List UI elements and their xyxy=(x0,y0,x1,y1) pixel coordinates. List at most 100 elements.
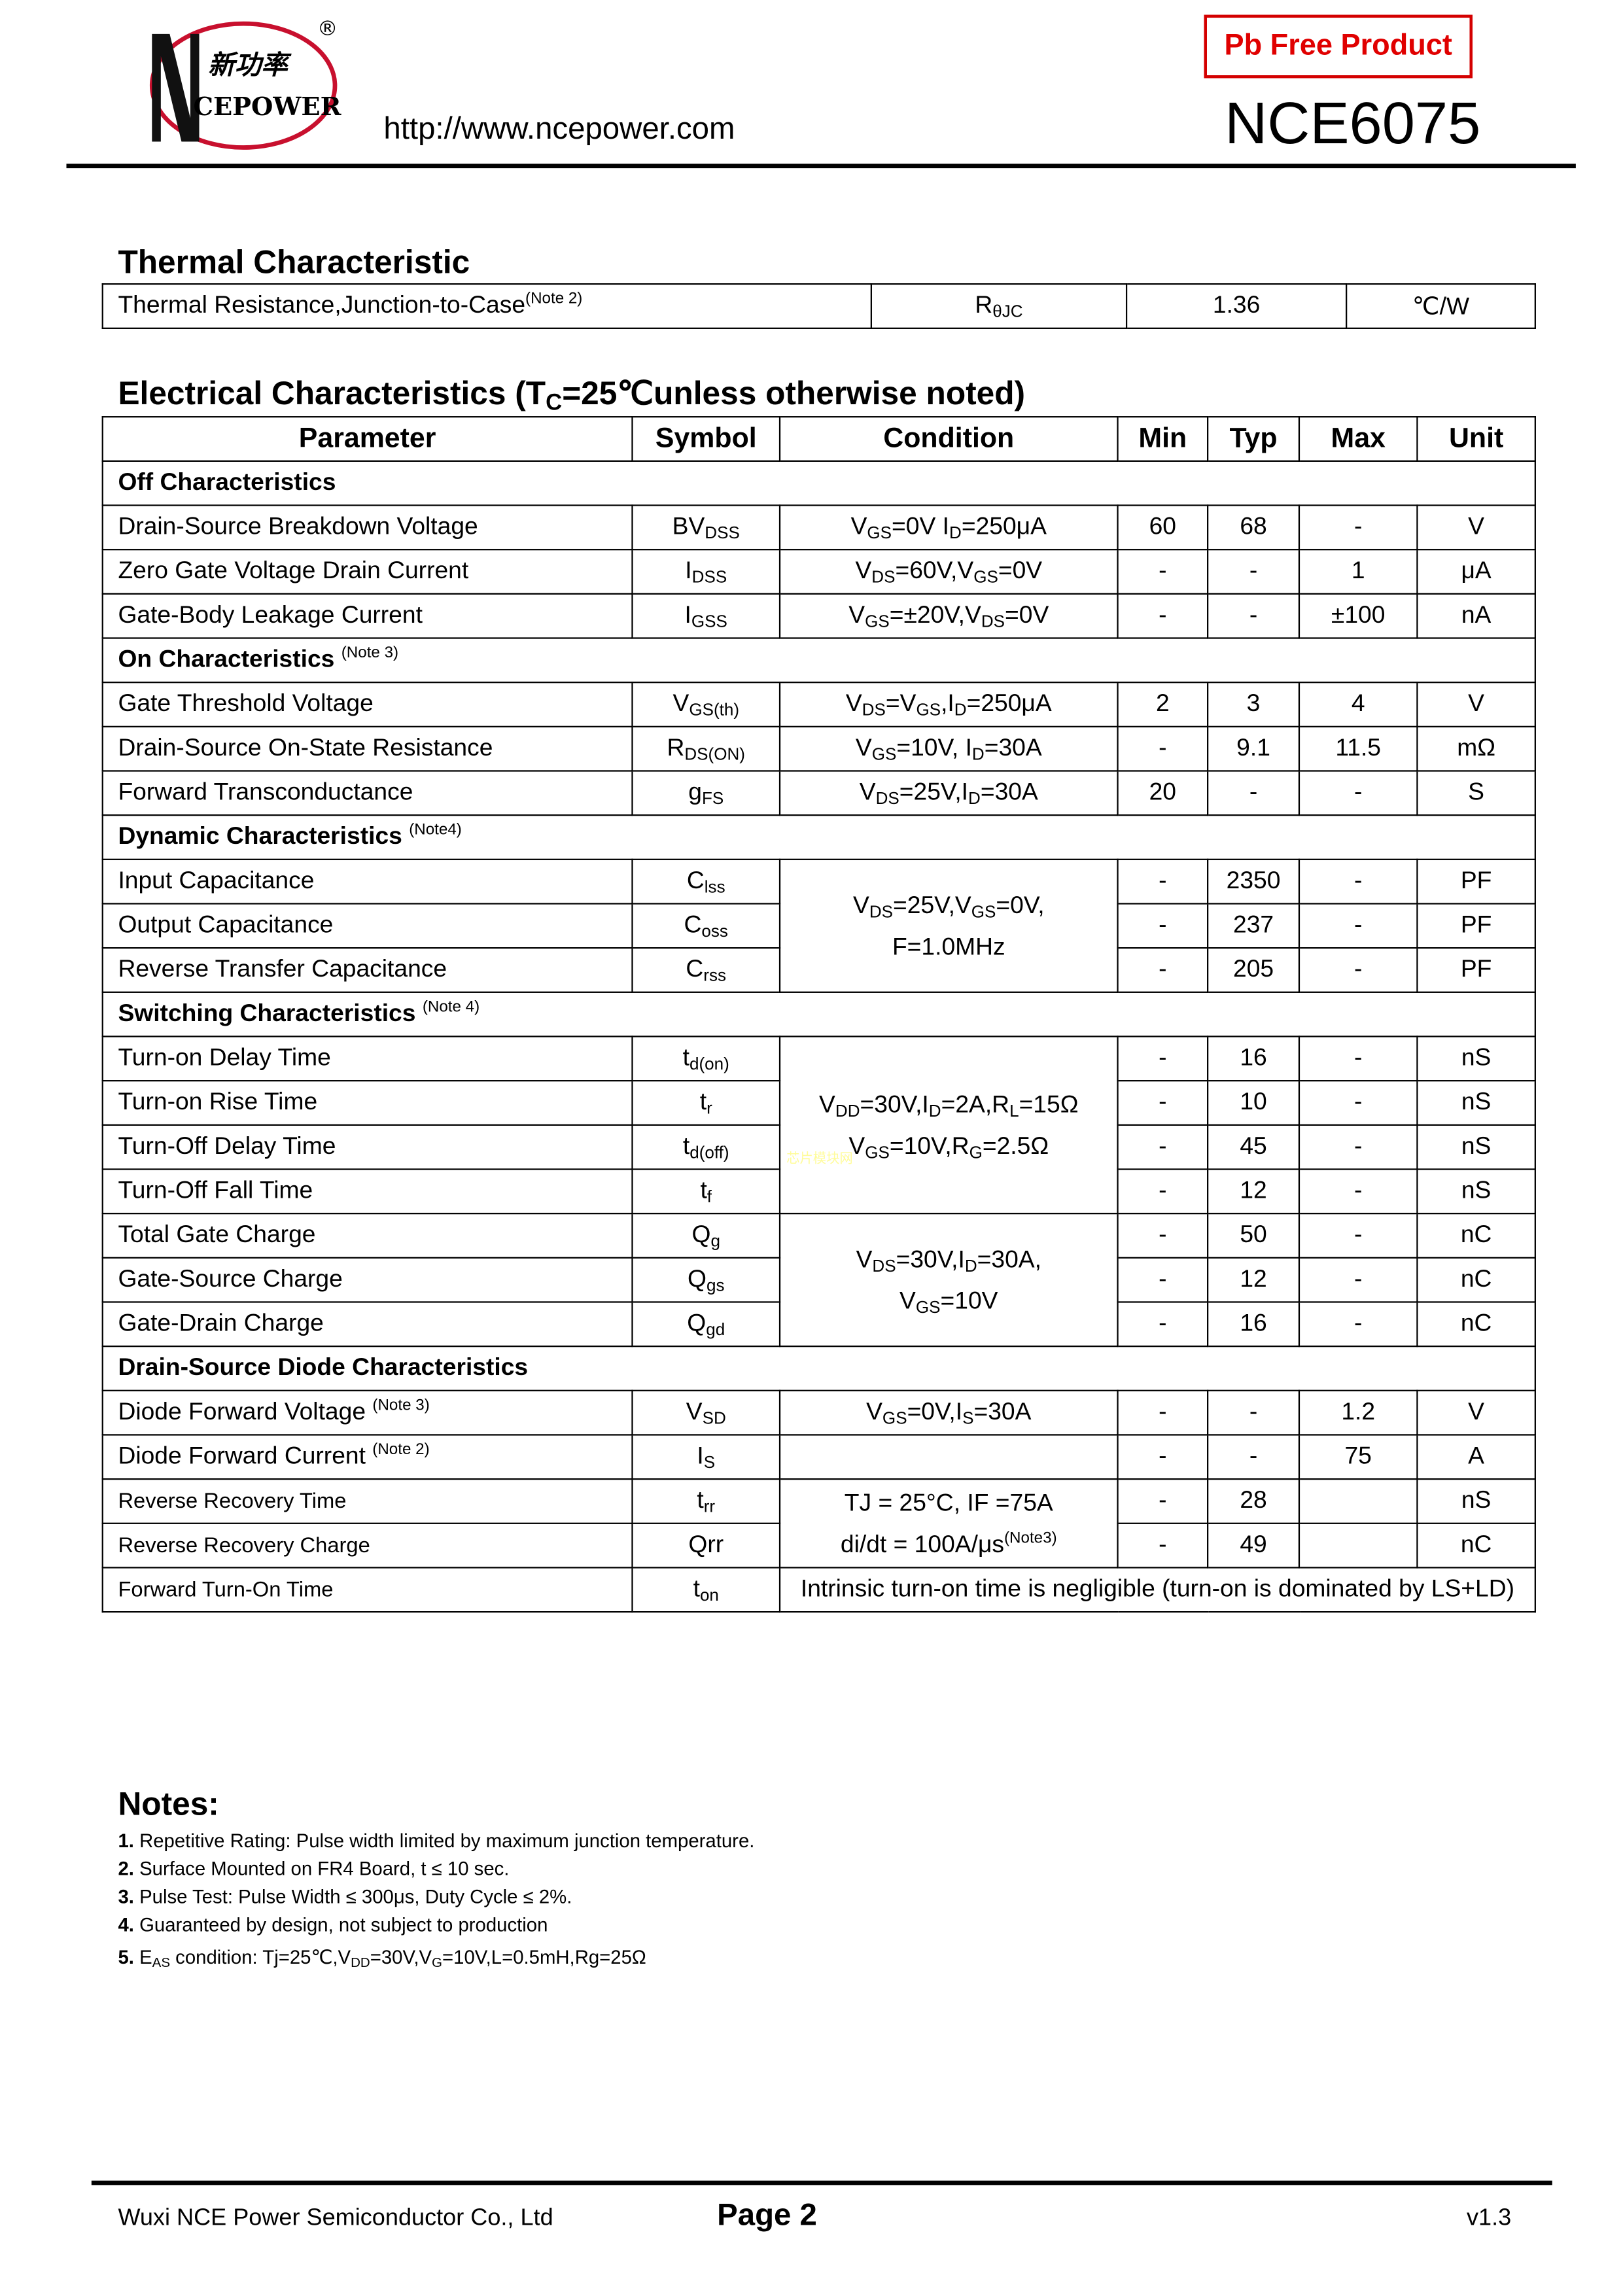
condition-line: VGS=0V,IS=30A xyxy=(780,1399,1117,1427)
typ-cell: - xyxy=(1206,1389,1300,1436)
condition-line: VDS=25V,ID=30A xyxy=(780,778,1117,808)
electrical-title: Electrical Characteristics (TC=25℃unless… xyxy=(118,375,1025,415)
max-cell: - xyxy=(1298,1301,1418,1348)
typ-cell: 205 xyxy=(1206,947,1300,993)
max-cell: 4 xyxy=(1298,682,1418,727)
table-row: Gate-Body Leakage Current IGSS VGS=±20V,VD… xyxy=(101,593,1536,639)
text-segment: E xyxy=(139,1946,152,1968)
max-cell: 11.5 xyxy=(1298,725,1418,772)
text-segment: C xyxy=(684,911,702,939)
unit-cell: A xyxy=(1416,1434,1536,1480)
max-cell: - xyxy=(1298,770,1418,816)
text-segment: V xyxy=(850,513,867,540)
text-segment: V xyxy=(855,557,872,585)
subscript: D xyxy=(964,1257,977,1276)
condition-cell: Intrinsic turn-on time is negligible (tu… xyxy=(778,1567,1536,1613)
unit-cell: nC xyxy=(1416,1522,1536,1569)
typ-cell: 50 xyxy=(1206,1213,1300,1259)
subscript: D xyxy=(971,746,985,765)
text-segment: ,I xyxy=(941,690,954,718)
table-row: Total Gate Charge Qg VDS=30V,ID=30A, VGS=10… xyxy=(101,1213,1536,1348)
min-cell: - xyxy=(1117,1434,1209,1480)
note-number: 5. xyxy=(118,1946,134,1968)
condition-line: VGS=10V, ID=30A xyxy=(780,735,1117,763)
table-row: Turn-on Delay Time td(on) VDD=30V,ID=2A,RL… xyxy=(101,1035,1536,1215)
parameter-label: Reverse Transfer Capacitance xyxy=(118,956,447,983)
symbol-cell: RDS(ON) xyxy=(631,725,781,772)
table-row: Turn-Off Fall Time tf -12- nS xyxy=(101,1168,1536,1215)
text-segment: =25V,I xyxy=(899,778,969,806)
typ-cell: 9.1 xyxy=(1206,725,1300,772)
note-item: 5. EAS condition: Tj=25℃,VDD=30V,VG=10V,… xyxy=(118,1946,646,1970)
parameter-cell: Output Capacitance xyxy=(101,903,633,949)
thermal-value: 1.36 xyxy=(1125,283,1348,329)
parameter-label: Reverse Recovery Time xyxy=(118,1489,347,1514)
max-cell: - xyxy=(1298,504,1418,551)
parameter-cell: Gate-Source Charge xyxy=(101,1257,633,1303)
unit-cell: PF xyxy=(1416,903,1536,949)
company-name: Wuxi NCE Power Semiconductor Co., Ltd xyxy=(118,2205,553,2231)
text-segment: =15Ω xyxy=(1019,1090,1079,1118)
parameter-cell: Drain-Source Breakdown Voltage xyxy=(101,504,633,551)
parameter-cell: Turn-on Rise Time xyxy=(101,1080,633,1126)
condition-cell: VDS=30V,ID=30A, VGS=10V xyxy=(778,1213,1119,1348)
thermal-table: Thermal Resistance,Junction-to-Case(Note… xyxy=(101,283,1536,329)
symbol-cell: td(off) xyxy=(631,1124,781,1170)
subscript: S xyxy=(703,1454,716,1472)
note-number: 2. xyxy=(118,1857,134,1880)
parameter-cell: Turn-Off Fall Time xyxy=(101,1168,633,1215)
text-segment: BV xyxy=(672,513,705,540)
footer-divider xyxy=(91,2180,1552,2185)
text-segment: =0V, xyxy=(996,892,1045,919)
condition-cell xyxy=(778,1434,1119,1480)
max-cell: 75 xyxy=(1298,1434,1418,1480)
symbol-cell: Qrr xyxy=(631,1522,781,1569)
parameter-cell: Diode Forward Voltage (Note 3) xyxy=(101,1389,633,1436)
subscript: f xyxy=(707,1189,712,1207)
condition-line: VGS=10V xyxy=(780,1280,1117,1321)
text-segment: =30A xyxy=(980,778,1038,806)
parameter-cell: Gate-Drain Charge xyxy=(101,1301,633,1348)
parameter-label: Turn-on Delay Time xyxy=(118,1044,331,1071)
subscript: GS xyxy=(915,1298,941,1317)
parameter-cell: Turn-Off Delay Time xyxy=(101,1124,633,1170)
subscript: D xyxy=(949,525,962,543)
max-cell: - xyxy=(1298,1035,1418,1082)
text-segment: =0V I xyxy=(892,513,950,540)
thermal-title: Thermal Characteristic xyxy=(118,243,470,281)
website-url[interactable]: http://www.ncepower.com xyxy=(383,112,735,147)
subscript: GS xyxy=(865,1143,890,1162)
symbol-cell: Coss xyxy=(631,903,781,949)
subscript: GSS xyxy=(691,614,727,632)
typ-cell: - xyxy=(1206,593,1300,639)
subscript: GS xyxy=(882,1410,907,1429)
max-cell: - xyxy=(1298,1257,1418,1303)
text-segment: Surface Mounted on FR4 Board, t ≤ 10 sec… xyxy=(139,1857,510,1880)
section-heading: On Characteristics (Note 3) xyxy=(101,637,1536,684)
section-row: Drain-Source Diode Characteristics xyxy=(101,1346,1536,1391)
text-segment: Q xyxy=(687,1310,707,1337)
condition-line: VGS=0V ID=250μA xyxy=(780,513,1117,542)
text-segment: C xyxy=(686,956,704,983)
min-cell: - xyxy=(1117,947,1209,993)
text-segment: I xyxy=(685,557,692,585)
table-row: Gate-Drain Charge Qgd -16- nC xyxy=(101,1301,1536,1348)
parameter-cell: Turn-on Delay Time xyxy=(101,1035,633,1082)
subscript: DS xyxy=(869,903,894,922)
unit-cell: S xyxy=(1416,770,1536,816)
typ-cell: 3 xyxy=(1206,682,1300,727)
parameter-label: Forward Transconductance xyxy=(118,778,413,806)
max-cell: - xyxy=(1298,1213,1418,1259)
text-segment: =10V, I xyxy=(896,735,972,761)
text-segment: =30V,I xyxy=(896,1245,965,1273)
text-segment: Qrr xyxy=(688,1531,724,1558)
condition-line: VDS=VGS,ID=250μA xyxy=(780,690,1117,720)
unit-cell: nC xyxy=(1416,1213,1536,1259)
parameter-cell: Total Gate Charge xyxy=(101,1213,633,1259)
text-segment: R xyxy=(667,735,685,761)
text-segment: t xyxy=(682,1044,690,1071)
symbol-cell: ton xyxy=(631,1567,781,1613)
note-number: 3. xyxy=(118,1885,134,1908)
text-segment: =30A xyxy=(973,1399,1032,1425)
parameter-label: Reverse Recovery Charge xyxy=(118,1533,370,1557)
